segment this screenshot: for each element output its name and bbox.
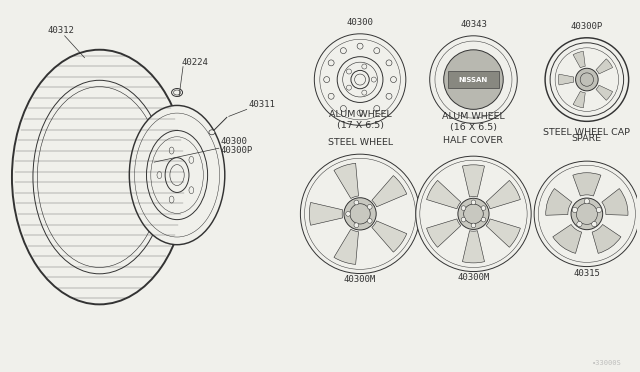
Text: STEEL WHEEL: STEEL WHEEL bbox=[328, 138, 392, 147]
Circle shape bbox=[354, 200, 359, 205]
Text: SPARE: SPARE bbox=[572, 134, 602, 143]
Text: ∙33000S: ∙33000S bbox=[592, 360, 621, 366]
Wedge shape bbox=[573, 51, 585, 68]
Circle shape bbox=[346, 69, 351, 74]
Circle shape bbox=[571, 198, 603, 230]
Circle shape bbox=[300, 154, 420, 273]
Circle shape bbox=[362, 90, 367, 95]
Circle shape bbox=[386, 93, 392, 99]
Circle shape bbox=[390, 77, 396, 83]
Bar bbox=[448, 71, 499, 88]
Circle shape bbox=[328, 93, 334, 99]
Circle shape bbox=[481, 206, 486, 211]
Wedge shape bbox=[372, 176, 407, 207]
Wedge shape bbox=[309, 202, 342, 225]
Circle shape bbox=[444, 50, 503, 109]
Text: 40300: 40300 bbox=[221, 137, 248, 146]
Circle shape bbox=[374, 106, 380, 112]
Circle shape bbox=[340, 48, 346, 54]
Circle shape bbox=[596, 207, 602, 212]
Wedge shape bbox=[427, 219, 461, 247]
Wedge shape bbox=[553, 224, 582, 253]
Ellipse shape bbox=[209, 130, 215, 135]
Ellipse shape bbox=[169, 147, 174, 154]
Circle shape bbox=[481, 217, 486, 222]
Wedge shape bbox=[602, 189, 628, 215]
Wedge shape bbox=[463, 231, 484, 263]
Circle shape bbox=[354, 223, 359, 228]
Circle shape bbox=[324, 77, 330, 83]
Wedge shape bbox=[559, 74, 573, 85]
Circle shape bbox=[357, 43, 363, 49]
Wedge shape bbox=[334, 163, 358, 199]
Circle shape bbox=[577, 221, 582, 227]
Wedge shape bbox=[573, 91, 585, 108]
Text: HALF COVER: HALF COVER bbox=[444, 136, 504, 145]
Circle shape bbox=[367, 218, 372, 223]
Text: 40224: 40224 bbox=[181, 58, 208, 67]
Circle shape bbox=[416, 156, 531, 272]
Circle shape bbox=[344, 198, 376, 230]
Text: 40315: 40315 bbox=[573, 269, 600, 278]
Circle shape bbox=[429, 36, 517, 124]
Ellipse shape bbox=[169, 196, 174, 203]
Text: 40343: 40343 bbox=[460, 20, 487, 29]
Ellipse shape bbox=[129, 105, 225, 245]
Text: ALUM WHEEL
(16 X 6.5): ALUM WHEEL (16 X 6.5) bbox=[442, 112, 505, 132]
Text: NISSAN: NISSAN bbox=[459, 77, 488, 83]
Text: 40300M: 40300M bbox=[458, 273, 490, 282]
Ellipse shape bbox=[189, 187, 194, 194]
Wedge shape bbox=[596, 59, 612, 74]
Circle shape bbox=[362, 64, 367, 69]
Text: 40311: 40311 bbox=[249, 100, 276, 109]
Text: 40300P: 40300P bbox=[221, 146, 253, 155]
Circle shape bbox=[471, 223, 476, 228]
Circle shape bbox=[386, 60, 392, 66]
Circle shape bbox=[340, 106, 346, 112]
Wedge shape bbox=[592, 224, 621, 253]
Text: ALUM WHEEL
(17 X 6.5): ALUM WHEEL (17 X 6.5) bbox=[329, 110, 392, 130]
Wedge shape bbox=[334, 229, 358, 264]
Text: 40300P: 40300P bbox=[571, 22, 603, 31]
Circle shape bbox=[367, 205, 372, 209]
Ellipse shape bbox=[157, 171, 162, 179]
Circle shape bbox=[545, 38, 628, 121]
Text: 40300: 40300 bbox=[347, 18, 374, 27]
Circle shape bbox=[314, 34, 406, 125]
Circle shape bbox=[584, 199, 589, 204]
Ellipse shape bbox=[189, 157, 194, 163]
Ellipse shape bbox=[12, 50, 187, 304]
Circle shape bbox=[591, 221, 597, 227]
Circle shape bbox=[575, 68, 598, 91]
Wedge shape bbox=[596, 85, 612, 100]
Wedge shape bbox=[463, 165, 484, 197]
Text: STEEL WHEEL CAP: STEEL WHEEL CAP bbox=[543, 128, 630, 137]
Circle shape bbox=[471, 200, 476, 205]
Wedge shape bbox=[546, 189, 572, 215]
Wedge shape bbox=[573, 173, 601, 196]
Circle shape bbox=[374, 48, 380, 54]
Text: 40300M: 40300M bbox=[344, 276, 376, 285]
Circle shape bbox=[346, 85, 351, 90]
Circle shape bbox=[346, 211, 351, 216]
Wedge shape bbox=[486, 180, 520, 209]
Circle shape bbox=[357, 110, 363, 116]
Wedge shape bbox=[486, 219, 520, 247]
Circle shape bbox=[328, 60, 334, 66]
Circle shape bbox=[572, 207, 577, 212]
Ellipse shape bbox=[147, 131, 207, 219]
Circle shape bbox=[461, 217, 466, 222]
Circle shape bbox=[461, 206, 466, 211]
Circle shape bbox=[371, 77, 376, 82]
Circle shape bbox=[458, 198, 489, 230]
Circle shape bbox=[534, 161, 639, 267]
Wedge shape bbox=[372, 221, 407, 252]
Wedge shape bbox=[427, 180, 461, 209]
Ellipse shape bbox=[172, 89, 182, 96]
Ellipse shape bbox=[33, 80, 166, 274]
Text: 40312: 40312 bbox=[48, 26, 75, 35]
